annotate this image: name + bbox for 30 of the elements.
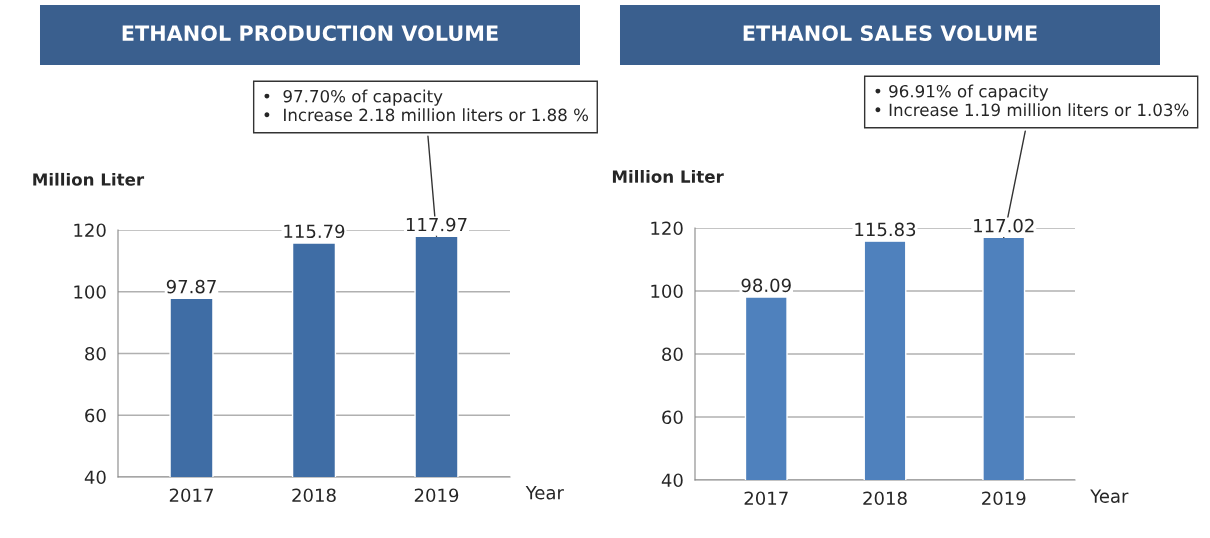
y-tick-label: 40	[661, 473, 683, 488]
y-tick-label: 40	[84, 470, 106, 485]
y-tick-label: 120	[651, 221, 683, 236]
chart-title: ETHANOL SALES VOLUME	[743, 25, 1037, 42]
x-tick-label: 2018	[292, 488, 336, 503]
x-tick-label: 2018	[863, 491, 907, 506]
y-tick-label: 80	[662, 347, 683, 362]
x-axis-title: Year	[525, 486, 564, 500]
annotation: • 97.70% of capacity • Increase 2.18 million liters or 1.88 %	[264, 89, 589, 122]
data-label: 98.09	[741, 278, 791, 293]
x-tick-label: 2017	[169, 488, 213, 503]
y-axis-title: Million Liter	[33, 172, 145, 186]
y-axis-title: Million Liter	[612, 169, 724, 183]
data-label: 117.02	[974, 218, 1034, 233]
y-tick-label: 80	[85, 346, 106, 361]
x-tick-label: 2017	[744, 491, 788, 506]
y-tick-label: 60	[662, 410, 683, 425]
x-axis-title: Year	[1090, 489, 1129, 503]
data-label: 115.83	[855, 222, 916, 237]
x-tick-label: 2019	[982, 491, 1026, 506]
data-label: 97.87	[166, 279, 216, 294]
x-tick-label: 2019	[414, 488, 459, 503]
annotation: • 96.91% of capacity • Increase 1.19 million liters or 1.03%	[875, 84, 1189, 117]
y-tick-label: 100	[74, 285, 106, 299]
data-label: 117.97	[406, 217, 467, 232]
chart-title: ETHANOL PRODUCTION VOLUME	[122, 25, 498, 42]
y-tick-label: 120	[74, 223, 106, 238]
y-tick-label: 60	[85, 408, 106, 423]
y-tick-label: 100	[651, 284, 683, 299]
data-label: 115.79	[284, 224, 345, 239]
